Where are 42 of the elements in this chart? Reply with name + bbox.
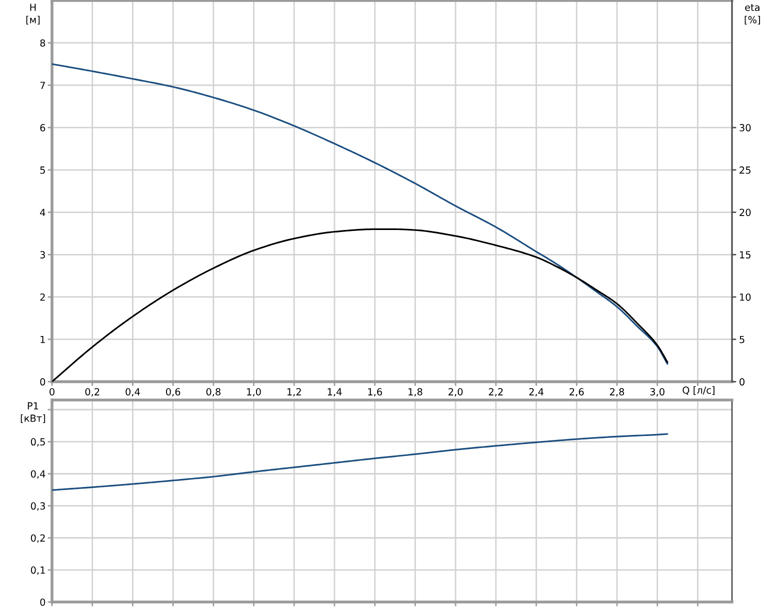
x-tick-label: 2,0 (448, 388, 463, 396)
x-tick-label: 0,8 (206, 388, 220, 396)
x-tick-label: 1,8 (408, 388, 422, 396)
y-tick-label: 0,1 (30, 566, 45, 575)
y-tick-label: 6 (40, 124, 46, 132)
y2-tick-label: 15 (740, 251, 750, 258)
x-tick-label: 0,2 (85, 388, 100, 396)
x-tick-label: 2,8 (610, 388, 624, 396)
y2-tick-label: 25 (740, 166, 750, 174)
y-tick-label: 2 (40, 293, 45, 301)
y2-tick-label: 10 (740, 293, 751, 301)
y-axis-title: P1 [кВт] (20, 402, 46, 424)
y-tick-label: 0 (40, 378, 46, 386)
y-tick-label: 0,3 (30, 502, 45, 511)
y2-tick-label: 5 (740, 336, 744, 344)
x-tick-label: 0 (50, 388, 54, 396)
x-tick-label: 2,2 (488, 388, 503, 396)
x-tick-label: 1,6 (368, 388, 382, 396)
x-tick-label: 0,4 (126, 388, 140, 396)
y-tick-label: 1 (40, 336, 45, 344)
y-tick-label: 0,4 (30, 470, 46, 479)
y2-tick-label: 0 (740, 378, 744, 386)
x-tick-label: 3,0 (650, 388, 664, 396)
y2-tick-label: 20 (740, 208, 751, 216)
y-tick-label: 7 (40, 82, 45, 89)
x-tick-label: 1,2 (287, 388, 301, 396)
x-tick-label: 1,0 (247, 388, 261, 396)
x-tick-label: 2,6 (570, 388, 584, 396)
y-axis-title: H [м] (26, 4, 40, 25)
y2-axis-title: eta [%] (744, 4, 760, 25)
x-tick-label: 1,4 (328, 388, 342, 396)
y-tick-label: 0,5 (30, 438, 45, 447)
x-tick-label: 0,6 (166, 388, 180, 396)
y-tick-label: 0 (40, 598, 46, 606)
x-tick-label: 2,4 (529, 388, 544, 396)
y-tick-label: 3 (40, 251, 45, 258)
y-tick-label: 4 (40, 208, 46, 216)
y-tick-label: 8 (40, 39, 46, 47)
y-tick-label: 0,2 (30, 534, 45, 543)
y-tick-label: 5 (40, 166, 45, 174)
x-axis-title: Q [л/с] (682, 386, 714, 395)
y2-tick-label: 30 (740, 124, 751, 132)
